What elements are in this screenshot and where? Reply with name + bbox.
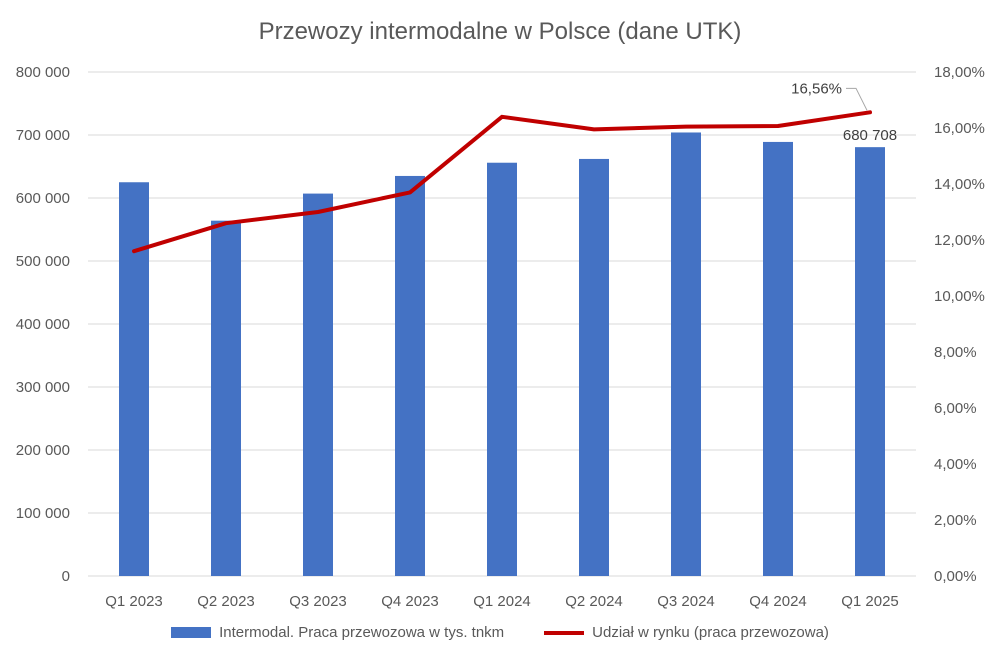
chart-legend: Intermodal. Praca przewozowa w tys. tnkm… <box>0 624 1000 641</box>
y-right-tick-label: 8,00% <box>934 344 977 361</box>
y-left-tick-label: 200 000 <box>16 442 70 459</box>
bar <box>395 175 425 576</box>
legend-label-bars: Intermodal. Praca przewozowa w tys. tnkm <box>219 624 505 641</box>
x-tick-label: Q4 2023 <box>381 593 439 610</box>
bar <box>119 182 149 576</box>
y-right-tick-label: 18,00% <box>934 64 985 81</box>
y-left-tick-label: 800 000 <box>16 64 70 81</box>
x-tick-label: Q4 2024 <box>749 593 807 610</box>
bar <box>671 132 701 577</box>
y-right-tick-label: 12,00% <box>934 232 985 249</box>
bar <box>303 193 333 576</box>
leader-line <box>846 87 868 111</box>
x-tick-label: Q2 2024 <box>565 593 623 610</box>
legend-swatch-line <box>544 630 585 635</box>
y-right-tick-label: 10,00% <box>934 288 985 305</box>
x-tick-label: Q2 2023 <box>197 593 255 610</box>
y-right-tick-label: 4,00% <box>934 456 977 473</box>
y-left-tick-label: 400 000 <box>16 316 70 333</box>
x-tick-label: Q1 2023 <box>105 593 163 610</box>
y-left-tick-label: 0 <box>62 568 70 585</box>
x-tick-label: Q1 2024 <box>473 593 531 610</box>
bar <box>579 158 609 576</box>
x-tick-label: Q1 2025 <box>841 593 899 610</box>
y-left-tick-label: 500 000 <box>16 253 70 270</box>
x-tick-label: Q3 2023 <box>289 593 347 610</box>
bar-data-label: 680 708 <box>843 127 897 144</box>
chart-title: Przewozy intermodalne w Polsce (dane UTK… <box>258 18 742 45</box>
bar <box>763 141 793 576</box>
bar <box>487 162 517 576</box>
y-left-tick-label: 700 000 <box>16 127 70 144</box>
y-left-tick-label: 600 000 <box>16 190 70 207</box>
y-right-tick-label: 16,00% <box>934 120 985 137</box>
y-right-tick-label: 0,00% <box>934 568 977 585</box>
y-left-tick-label: 300 000 <box>16 379 70 396</box>
legend-item-bars: Intermodal. Praca przewozowa w tys. tnkm <box>171 624 504 641</box>
y-right-tick-label: 6,00% <box>934 400 977 417</box>
legend-item-line: Udział w rynku (praca przewozowa) <box>544 624 829 641</box>
y-left-tick-label: 100 000 <box>16 505 70 522</box>
bar <box>855 147 885 576</box>
legend-label-line: Udział w rynku (praca przewozowa) <box>592 624 829 641</box>
bar <box>211 220 241 576</box>
y-right-tick-label: 14,00% <box>934 176 985 193</box>
y-right-tick-label: 2,00% <box>934 512 977 529</box>
series-line <box>132 110 872 254</box>
legend-swatch-bars <box>171 627 212 638</box>
line-data-label: 16,56% <box>791 80 842 97</box>
x-tick-label: Q3 2024 <box>657 593 715 610</box>
